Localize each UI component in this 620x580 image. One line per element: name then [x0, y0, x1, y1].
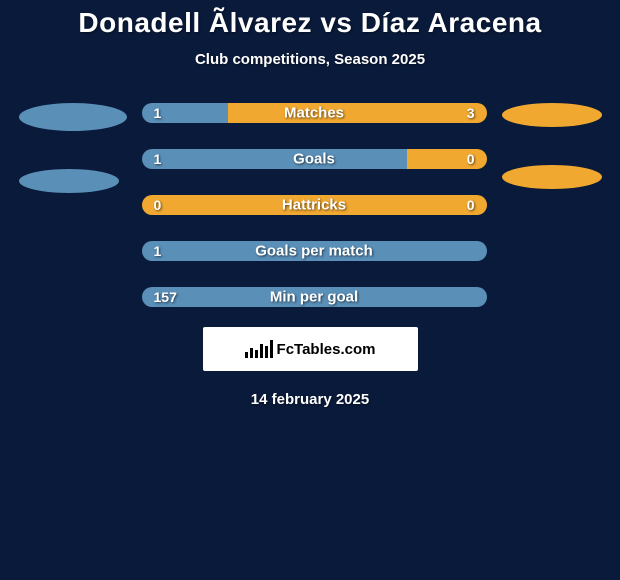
stat-value-left: 1 [154, 243, 162, 259]
stat-value-left: 0 [154, 197, 162, 213]
logo-content: FcTables.com [245, 340, 376, 358]
stat-bars: 1 Matches 3 1 Goals 0 0 Hattricks 0 1 Goals per ma… [142, 103, 487, 307]
logo-text: FcTables.com [277, 341, 376, 358]
logo-bar-icon [270, 340, 273, 358]
right-ellipse-column [502, 103, 602, 189]
logo-bar-icon [265, 346, 268, 358]
stat-bar-left [142, 149, 408, 169]
logo-bar-icon [250, 348, 253, 358]
logo-box: FcTables.com [203, 327, 418, 371]
stat-bar-row: 0 Hattricks 0 [142, 195, 487, 215]
right-ellipse-1 [502, 165, 602, 189]
date-text: 14 february 2025 [0, 391, 620, 408]
stat-label: Min per goal [270, 289, 358, 306]
stat-bar-row: 1 Matches 3 [142, 103, 487, 123]
stat-value-right: 0 [467, 151, 475, 167]
left-ellipse-column [19, 103, 127, 193]
right-ellipse-0 [502, 103, 602, 127]
stat-value-left: 1 [154, 151, 162, 167]
left-ellipse-1 [19, 169, 119, 193]
logo-bar-icon [260, 344, 263, 358]
stat-value-left: 1 [154, 105, 162, 121]
stat-bar-right [228, 103, 487, 123]
stat-value-right: 3 [467, 105, 475, 121]
comparison-infographic: Donadell Ãlvarez vs Díaz Aracena Club co… [0, 0, 620, 413]
subtitle: Club competitions, Season 2025 [0, 51, 620, 68]
stat-label: Hattricks [282, 197, 346, 214]
stat-bar-row: 157 Min per goal [142, 287, 487, 307]
left-ellipse-0 [19, 103, 127, 131]
stat-label: Goals per match [255, 243, 373, 260]
stat-value-right: 0 [467, 197, 475, 213]
page-title: Donadell Ãlvarez vs Díaz Aracena [0, 7, 620, 39]
logo-bars-icon [245, 340, 273, 358]
stat-label: Matches [284, 105, 344, 122]
chart-area: 1 Matches 3 1 Goals 0 0 Hattricks 0 1 Goals per ma… [0, 103, 620, 307]
stat-label: Goals [293, 151, 335, 168]
stat-bar-row: 1 Goals 0 [142, 149, 487, 169]
logo-bar-icon [255, 350, 258, 358]
logo-bar-icon [245, 352, 248, 358]
stat-bar-row: 1 Goals per match [142, 241, 487, 261]
stat-value-left: 157 [154, 289, 177, 305]
